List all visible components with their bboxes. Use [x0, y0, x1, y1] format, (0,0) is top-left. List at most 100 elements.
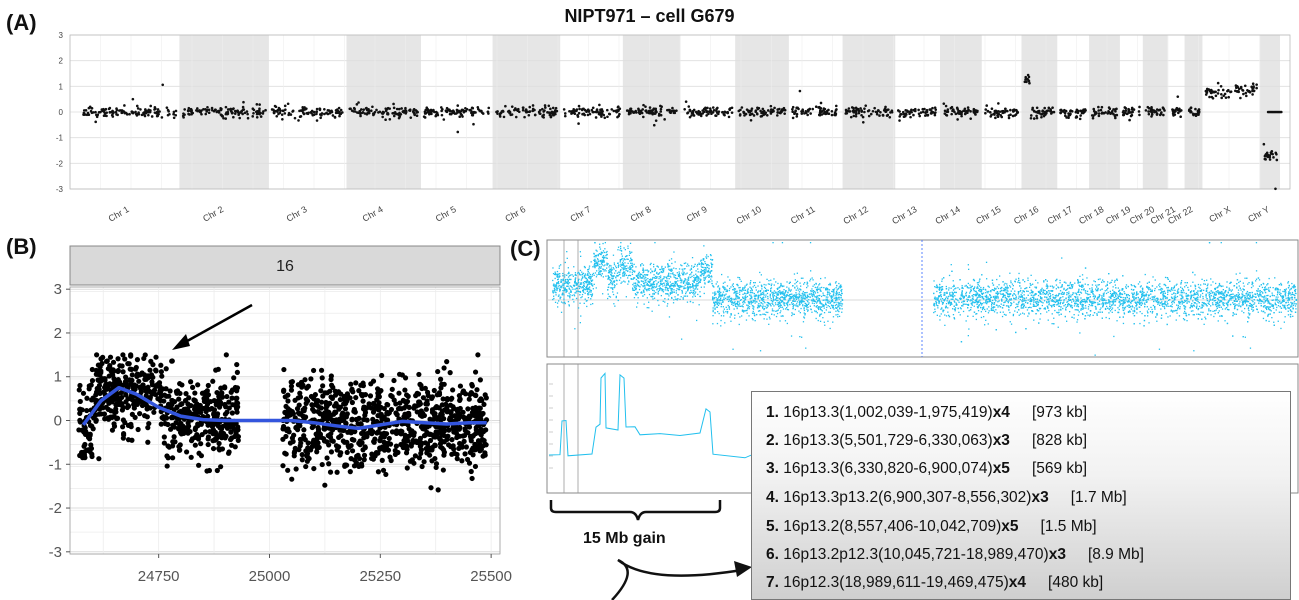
data-point: [636, 306, 638, 308]
data-point: [677, 288, 679, 291]
data-point: [818, 288, 820, 290]
data-point: [755, 300, 757, 303]
data-point: [723, 297, 725, 299]
data-point: [149, 104, 153, 108]
data-point: [778, 297, 780, 300]
data-point: [591, 275, 593, 277]
data-point: [579, 251, 581, 253]
data-point: [826, 301, 829, 303]
data-point: [726, 285, 729, 287]
data-point: [712, 292, 714, 294]
data-point: [580, 297, 582, 299]
data-point: [760, 305, 762, 307]
data-point: [210, 106, 214, 110]
data-point: [688, 276, 690, 278]
data-point: [643, 282, 646, 284]
data-point: [686, 301, 689, 303]
data-point: [656, 271, 658, 274]
data-point: [808, 299, 810, 301]
data-point: [552, 289, 554, 292]
data-point: [732, 304, 734, 306]
data-point: [646, 274, 648, 276]
data-point: [706, 275, 708, 277]
data-point: [739, 278, 741, 280]
data-point: [128, 112, 131, 116]
data-point: [806, 291, 808, 294]
data-point: [650, 262, 652, 265]
data-point: [829, 302, 831, 304]
data-point: [657, 281, 660, 283]
data-point: [573, 301, 575, 303]
data-point: [790, 335, 793, 337]
data-point: [822, 294, 825, 296]
data-point: [829, 282, 831, 285]
data-point: [799, 282, 801, 284]
data-point: [668, 278, 670, 280]
data-point: [555, 284, 557, 286]
data-point: [795, 294, 797, 297]
data-point: [663, 278, 665, 280]
data-point: [590, 303, 592, 306]
data-point: [820, 313, 823, 315]
data-point: [645, 269, 647, 271]
data-point: [617, 299, 619, 302]
data-point: [586, 282, 588, 284]
data-point: [704, 262, 707, 265]
data-point: [652, 298, 654, 300]
data-point: [110, 113, 114, 117]
data-point: [673, 299, 675, 301]
data-point: [574, 288, 576, 290]
data-point: [154, 107, 157, 111]
data-point: [610, 287, 612, 289]
data-point: [252, 108, 256, 112]
data-point: [696, 280, 698, 283]
data-point: [632, 278, 634, 280]
data-point: [828, 284, 830, 286]
data-point: [627, 247, 629, 249]
data-point: [770, 284, 772, 287]
data-point: [633, 282, 635, 284]
data-point: [823, 312, 826, 314]
data-point: [583, 281, 586, 283]
data-point: [602, 250, 605, 252]
data-point: [786, 307, 788, 309]
data-point: [767, 311, 769, 314]
data-point: [661, 278, 664, 280]
data-point: [174, 113, 178, 117]
data-point: [815, 306, 818, 308]
data-point: [762, 293, 764, 295]
data-point: [659, 289, 661, 291]
data-point: [677, 280, 679, 282]
data-point: [663, 268, 665, 270]
data-point: [602, 276, 604, 278]
data-point: [617, 246, 620, 248]
data-point: [744, 302, 746, 304]
data-point: [639, 277, 641, 279]
data-point: [704, 261, 706, 263]
data-point: [775, 303, 777, 306]
y-tick-label: 3: [59, 31, 64, 40]
data-point: [717, 304, 720, 306]
data-point: [689, 284, 691, 286]
data-point: [683, 262, 685, 265]
data-point: [118, 109, 121, 112]
data-point: [563, 294, 565, 296]
data-point: [554, 271, 556, 273]
data-point: [727, 300, 730, 303]
data-point: [94, 110, 97, 114]
data-point: [763, 318, 765, 320]
data-point: [667, 290, 669, 292]
data-point: [738, 323, 740, 326]
data-point: [697, 268, 699, 270]
data-point: [762, 305, 764, 307]
data-point: [603, 261, 605, 263]
data-point: [702, 258, 704, 260]
data-point: [837, 316, 839, 318]
data-point: [837, 310, 839, 312]
data-point: [651, 285, 653, 288]
data-point: [754, 297, 756, 299]
data-point: [609, 264, 611, 267]
data-point: [739, 305, 742, 307]
data-point: [681, 338, 683, 340]
data-point: [599, 263, 601, 266]
